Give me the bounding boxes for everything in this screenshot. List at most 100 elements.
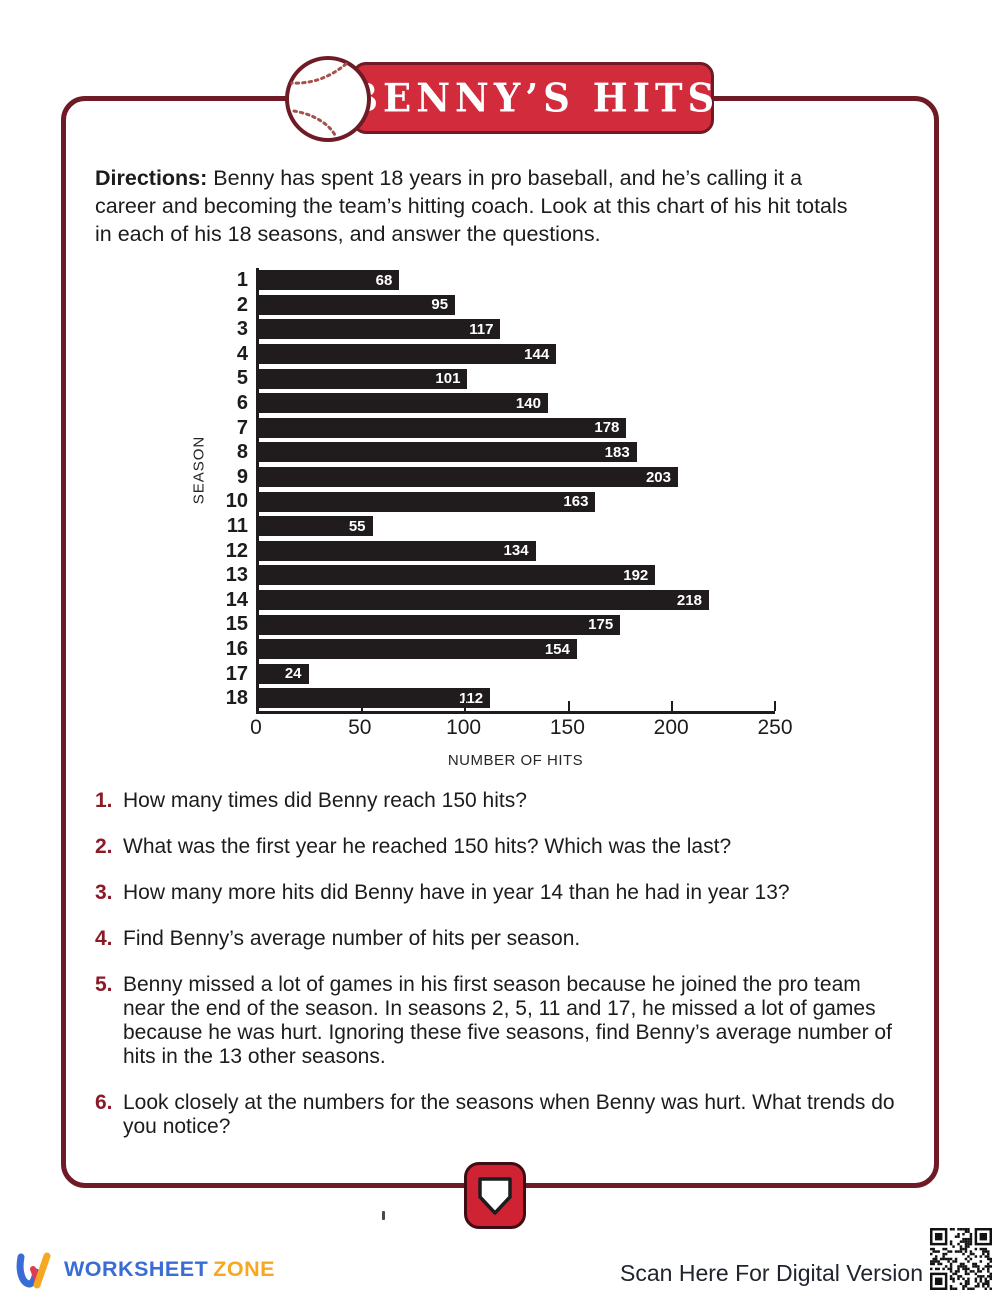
x-axis-tick-labels: 0 50 100 150 200 250 (250, 716, 792, 742)
season-tick-label: 12 (225, 539, 248, 562)
hits-bar: 183 (259, 442, 637, 463)
bar-row: 203 (259, 465, 775, 490)
season-tick-label: 9 (236, 465, 248, 488)
season-tick-label: 6 (236, 391, 248, 414)
logo-text-zone: ZONE (213, 1256, 275, 1281)
bar-row: 178 (259, 416, 775, 441)
scan-here-text: Scan Here For Digital Version (620, 1260, 923, 1286)
x-axis-tick-label: 0 (250, 716, 262, 739)
hits-bar: 144 (259, 344, 557, 365)
question-item: 6. Look closely at the numbers for the se… (95, 1091, 895, 1139)
bar-value-label: 218 (676, 591, 702, 609)
bar-value-label: 154 (544, 640, 570, 658)
x-axis-tick (567, 701, 570, 711)
x-axis-tick (774, 701, 776, 711)
bar-row: 95 (259, 293, 775, 318)
directions-text: Benny has spent 18 years in pro baseball… (95, 166, 848, 246)
x-axis-label: NUMBER OF HITS (447, 752, 584, 769)
question-number: 4. (95, 927, 113, 950)
bar-value-label: 175 (588, 616, 614, 634)
season-tick-label: 17 (225, 662, 248, 685)
bar-value-label: 95 (431, 296, 449, 314)
bar-row: 101 (259, 366, 775, 391)
bar-row: 218 (259, 588, 775, 613)
season-tick-label: 16 (225, 637, 248, 660)
worksheetzone-logo-mark (16, 1252, 51, 1289)
baseball-icon (285, 56, 371, 142)
season-tick-label: 4 (236, 342, 248, 365)
hits-bar: 140 (259, 393, 548, 414)
logo-text-worksheet: WORKSHEET (64, 1256, 209, 1281)
plot-area: 68 95 117 144 101 140 178 183 203 163 55 134 192 218 1… (256, 268, 776, 714)
hits-bar: 112 (259, 688, 491, 709)
bar-row: 140 (259, 391, 775, 416)
hits-bar: 203 (259, 467, 678, 488)
bar-value-label: 192 (623, 566, 649, 584)
bar-value-label: 140 (515, 394, 541, 412)
bar-row: 163 (259, 489, 775, 514)
question-item: 1. How many times did Benny reach 150 hit… (95, 789, 895, 813)
bar-row: 24 (259, 662, 775, 687)
season-tick-label: 2 (236, 293, 248, 316)
hits-bar: 101 (259, 368, 468, 389)
hits-bar: 68 (259, 270, 400, 291)
bar-value-label: 117 (469, 320, 494, 338)
home-plate-icon (464, 1162, 526, 1229)
bar-value-label: 101 (435, 370, 461, 388)
hits-bar: 192 (259, 565, 656, 586)
hits-bar: 24 (259, 663, 309, 684)
question-item: 2. What was the first year he reached 150… (95, 835, 895, 859)
question-item: 3. How many more hits did Benny have in y… (95, 881, 895, 905)
season-tick-label: 13 (225, 564, 248, 587)
question-text: Benny missed a lot of games in his first… (123, 973, 892, 1068)
directions-paragraph: Directions: Benny has spent 18 years in … (95, 164, 865, 248)
season-tick-label: 7 (236, 416, 248, 439)
question-text: How many times did Benny reach 150 hits? (123, 789, 527, 812)
hits-bar: 218 (259, 590, 709, 611)
hits-bar: 154 (259, 639, 577, 660)
directions-label: Directions: (95, 166, 208, 190)
bar-value-label: 183 (604, 443, 630, 461)
question-text: Look closely at the numbers for the seas… (123, 1091, 895, 1138)
season-tick-label: 8 (236, 441, 248, 464)
season-tick-label: 1 (236, 269, 248, 291)
bar-row: 68 (259, 268, 775, 293)
season-tick-label: 14 (225, 588, 248, 611)
title-banner: BENNY’S HITS (347, 62, 714, 134)
bar-row: 55 (259, 514, 775, 539)
question-item: 4. Find Benny’s average number of hits pe… (95, 927, 895, 951)
season-labels: 1 2 3 4 5 6 7 8 9 10 11 12 13 14 15 16 17 18 (200, 268, 248, 711)
hits-bar: 178 (259, 417, 627, 438)
stray-print-mark (382, 1211, 385, 1220)
x-axis-tick (361, 701, 364, 711)
bar-row: 192 (259, 563, 775, 588)
x-axis-tick-label: 250 (757, 716, 793, 739)
bar-row: 183 (259, 440, 775, 465)
bar-value-label: 163 (563, 493, 589, 511)
question-text: Find Benny’s average number of hits per … (123, 927, 581, 950)
bar-row: 154 (259, 637, 775, 662)
question-text: What was the first year he reached 150 h… (123, 835, 732, 858)
question-number: 1. (95, 789, 113, 812)
bar-row: 134 (259, 539, 775, 564)
questions-list: 1. How many times did Benny reach 150 hit… (95, 789, 895, 1139)
bar-value-label: 24 (284, 665, 302, 683)
hits-bar: 95 (259, 294, 456, 315)
hits-bar: 117 (259, 319, 501, 340)
x-axis-tick-label: 50 (348, 716, 372, 739)
bar-row: 117 (259, 317, 775, 342)
qr-code (930, 1228, 992, 1290)
bar-row: 112 (259, 686, 775, 711)
hits-bar: 55 (259, 516, 373, 537)
bar-value-label: 55 (348, 517, 366, 535)
bar-value-label: 144 (524, 345, 550, 363)
hits-bar: 163 (259, 491, 596, 512)
hits-bar: 175 (259, 614, 621, 635)
bar-value-label: 178 (594, 419, 620, 437)
season-tick-label: 15 (225, 613, 248, 636)
bar-value-label: 68 (375, 271, 393, 289)
question-item: 5. Benny missed a lot of games in his fir… (95, 973, 895, 1069)
season-tick-label: 11 (226, 514, 248, 537)
page-title: BENNY’S HITS (346, 74, 720, 122)
